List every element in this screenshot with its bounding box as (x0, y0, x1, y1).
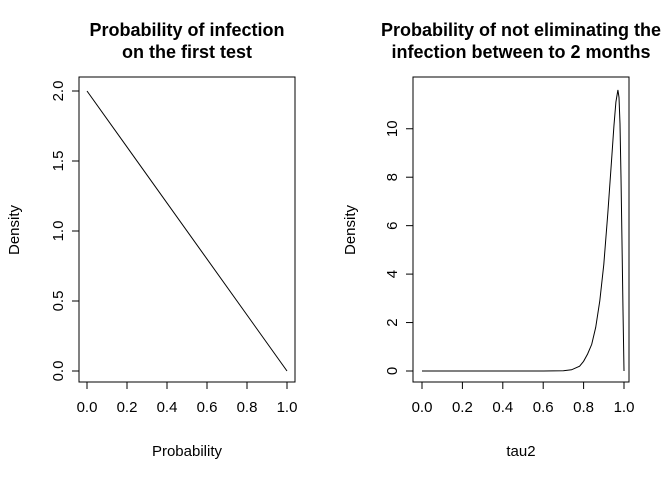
y-axis-label: Density (342, 204, 359, 255)
panel-infection-first-test: Probability of infection on the first te… (6, 20, 297, 460)
y-tick-label: 1.5 (50, 151, 67, 172)
x-tick-label: 1.0 (277, 399, 298, 416)
density-line (422, 89, 625, 372)
series (86, 90, 288, 372)
x-tick-label: 0.6 (533, 399, 554, 416)
chart-title-line-2: infection between to 2 months (391, 42, 650, 62)
y-tick-label: 0 (384, 367, 401, 375)
x-tick-label: 0.0 (412, 399, 433, 416)
y-tick-label: 6 (384, 221, 401, 229)
series (422, 89, 625, 372)
x-tick-label: 0.6 (197, 399, 218, 416)
y-tick-label: 2.0 (50, 81, 67, 102)
density-line (86, 90, 288, 372)
x-axis-label: tau2 (506, 443, 535, 460)
chart-title-line-2: on the first test (122, 42, 252, 62)
x-axis: 0.0 0.2 0.4 0.6 0.8 1.0 (412, 381, 635, 416)
y-tick-label: 4 (384, 270, 401, 278)
x-axis-label: Probability (152, 443, 223, 460)
y-axis: 0 2 4 6 8 10 (384, 120, 414, 375)
x-tick-label: 1.0 (614, 399, 635, 416)
x-tick-label: 0.8 (573, 399, 594, 416)
y-tick-label: 10 (384, 120, 401, 137)
x-tick-label: 0.2 (452, 399, 473, 416)
y-axis: 0.0 0.5 1.0 1.5 2.0 (50, 81, 80, 382)
x-tick-label: 0.2 (117, 399, 138, 416)
chart-title-line-1: Probability of not eliminating the (381, 20, 661, 40)
y-tick-label: 0.5 (50, 291, 67, 312)
x-axis: 0.0 0.2 0.4 0.6 0.8 1.0 (77, 381, 298, 416)
y-tick-label: 0.0 (50, 361, 67, 382)
chart-title-line-1: Probability of infection (89, 20, 284, 40)
x-tick-label: 0.0 (77, 399, 98, 416)
x-tick-label: 0.8 (237, 399, 258, 416)
panel-not-eliminating-infection: Probability of not eliminating the infec… (342, 20, 661, 460)
plot-frame (412, 76, 630, 383)
y-tick-label: 1.0 (50, 221, 67, 242)
y-tick-label: 8 (384, 173, 401, 181)
y-tick-label: 2 (384, 318, 401, 326)
y-axis-label: Density (6, 204, 23, 255)
x-tick-label: 0.4 (492, 399, 513, 416)
x-tick-label: 0.4 (157, 399, 178, 416)
